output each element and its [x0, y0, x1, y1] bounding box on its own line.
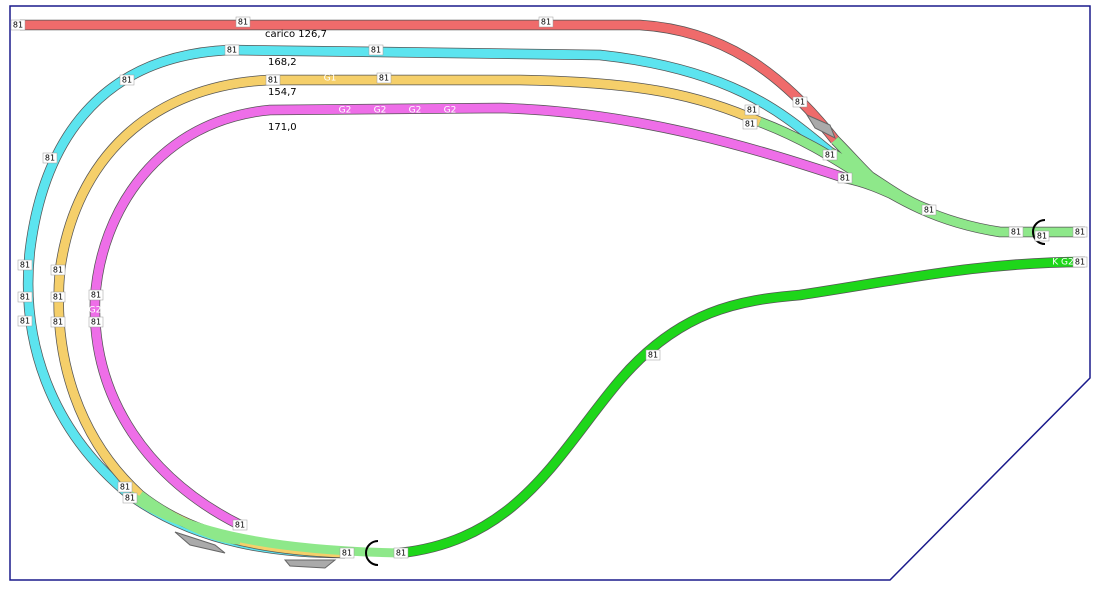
marker-label: 81: [371, 46, 381, 55]
markers: 81 81 81 81 81 81 81 81 81 81 81 81 81 81 81 81 81 81 81 81…: [10, 16, 1088, 559]
marker-label: 81: [91, 318, 101, 327]
marker-box: [742, 118, 758, 130]
turnout-motor: [174, 531, 226, 554]
track-cyan: [23, 45, 833, 558]
marker-label: 81: [120, 483, 130, 492]
marker-label: 81: [20, 293, 30, 302]
marker-label: 81: [1037, 232, 1047, 241]
length-label: 171,0: [268, 122, 297, 133]
track-junction-right: [758, 117, 1085, 237]
marker-box: [792, 96, 808, 108]
length-label: 168,2: [268, 57, 297, 68]
marker-label: 81: [13, 21, 23, 30]
marker-label: 81: [45, 154, 55, 163]
marker-label: 81: [795, 98, 805, 107]
marker-label: 81: [53, 293, 63, 302]
marker-box: [1072, 226, 1088, 238]
marker-box: [1072, 256, 1088, 268]
marker-label: 81: [20, 261, 30, 270]
marker-box: [17, 315, 33, 327]
turnout-motor: [805, 113, 836, 140]
marker-label: 81: [20, 317, 30, 326]
marker-label: 81: [53, 266, 63, 275]
marker-box: [117, 481, 133, 493]
marker-box: [50, 291, 66, 303]
board-outline: [9, 5, 1091, 581]
tracks: [20, 19, 1086, 569]
marker-label: 81: [342, 549, 352, 558]
marker-box: [10, 19, 26, 31]
marker-box: [1034, 230, 1050, 242]
marker-box: [1008, 226, 1024, 238]
track-label: G2: [409, 106, 422, 116]
track-label: G1: [324, 74, 337, 84]
reverser-symbol: [1032, 219, 1046, 245]
marker-label: 81: [747, 106, 757, 115]
marker-box: [822, 149, 838, 161]
marker-label: 81: [235, 521, 245, 530]
track-label: K G2: [1052, 258, 1073, 268]
marker-box: [393, 547, 409, 559]
marker-box: [235, 16, 251, 28]
marker-label: 81: [227, 46, 237, 55]
marker-label: 81: [53, 318, 63, 327]
marker-label: 81: [396, 549, 406, 558]
marker-box: [50, 316, 66, 328]
marker-box: [224, 44, 240, 56]
marker-label: 81: [840, 174, 850, 183]
marker-box: [88, 289, 104, 301]
length-label: 154,7: [268, 87, 297, 98]
marker-label: 81: [238, 18, 248, 27]
marker-box: [368, 44, 384, 56]
marker-label: 81: [541, 18, 551, 27]
track-edge: [89, 102, 847, 530]
marker-label: 81: [122, 76, 132, 85]
marker-box: [17, 291, 33, 303]
marker-label: 81: [125, 494, 135, 503]
marker-label: 81: [825, 151, 835, 160]
marker-label: 81: [924, 206, 934, 215]
track-label: G2: [339, 106, 352, 116]
marker-label: 81: [745, 120, 755, 129]
marker-box: [17, 259, 33, 271]
marker-box: [42, 152, 58, 164]
track-magenta: [90, 103, 847, 530]
marker-box: [921, 204, 937, 216]
marker-label: 81: [268, 76, 278, 85]
length-label: carico 126,7: [265, 29, 327, 40]
marker-box: [339, 547, 355, 559]
turnout-motor: [283, 559, 337, 569]
marker-label: 81: [379, 74, 389, 83]
marker-box: [232, 519, 248, 531]
marker-box: [265, 74, 281, 86]
track-edge: [22, 44, 834, 559]
track-edge: [758, 117, 1085, 238]
marker-label: 81: [91, 291, 101, 300]
marker-box: [122, 492, 138, 504]
marker-box: [88, 316, 104, 328]
marker-box: [837, 172, 853, 184]
marker-label: 81: [1075, 258, 1085, 267]
track-label: G2: [374, 106, 387, 116]
marker-box: [744, 104, 760, 116]
marker-box: [538, 16, 554, 28]
marker-label: 81: [1011, 228, 1021, 237]
marker-label: 81: [648, 351, 658, 360]
track-green: [399, 257, 1086, 558]
marker-label: 81: [1075, 228, 1085, 237]
track-label: G2: [89, 306, 102, 316]
marker-box: [119, 74, 135, 86]
marker-box: [50, 264, 66, 276]
track-label: G2: [444, 106, 457, 116]
marker-box: [645, 349, 661, 361]
reverser-symbol: [365, 540, 379, 566]
track-red: [20, 20, 839, 143]
marker-box: [376, 72, 392, 84]
